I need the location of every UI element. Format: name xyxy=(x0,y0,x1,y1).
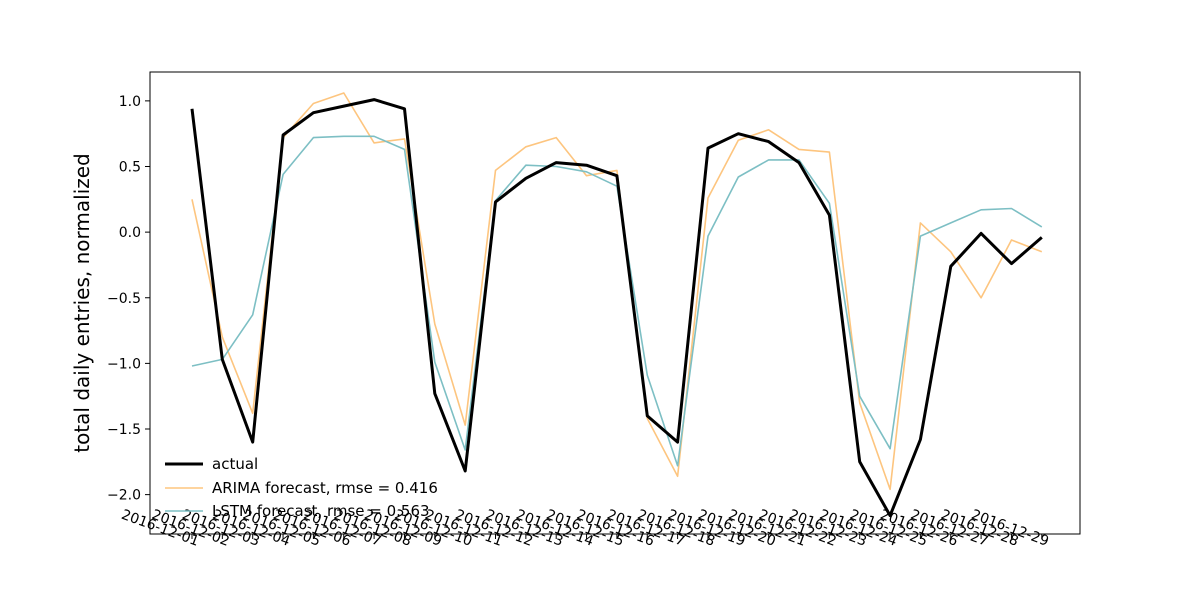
y-tick-label: −1.5 xyxy=(107,422,141,438)
x-axis: 2016-12-012016-12-022016-12-032016-12-04… xyxy=(119,507,1051,550)
y-tick-label: 1.0 xyxy=(119,94,141,110)
y-tick-label: 0.5 xyxy=(119,160,141,176)
plot-frame xyxy=(149,71,1081,535)
y-axis-label: total daily entries, normalized xyxy=(70,153,94,453)
y-tick-label: −1.0 xyxy=(107,356,141,372)
legend-entry: LSTM forecast, rmse = 0.563 xyxy=(212,502,430,520)
series-line-arima xyxy=(191,92,1043,491)
legend-entry: ARIMA forecast, rmse = 0.416 xyxy=(212,479,438,497)
series-line-actual xyxy=(190,98,1043,518)
y-tick-label: −2.0 xyxy=(107,488,141,504)
legend: actual ARIMA forecast, rmse = 0.416 LSTM f… xyxy=(165,455,438,520)
y-tick-label: −0.5 xyxy=(107,291,141,307)
legend-entry: actual xyxy=(212,455,258,473)
plot-area xyxy=(150,72,1080,534)
y-tick-label: 0.0 xyxy=(119,225,141,241)
series-layer xyxy=(190,92,1043,518)
y-axis: −2.0 −1.5 −1.0 −0.5 0.0 0.5 1.0 xyxy=(107,94,150,504)
